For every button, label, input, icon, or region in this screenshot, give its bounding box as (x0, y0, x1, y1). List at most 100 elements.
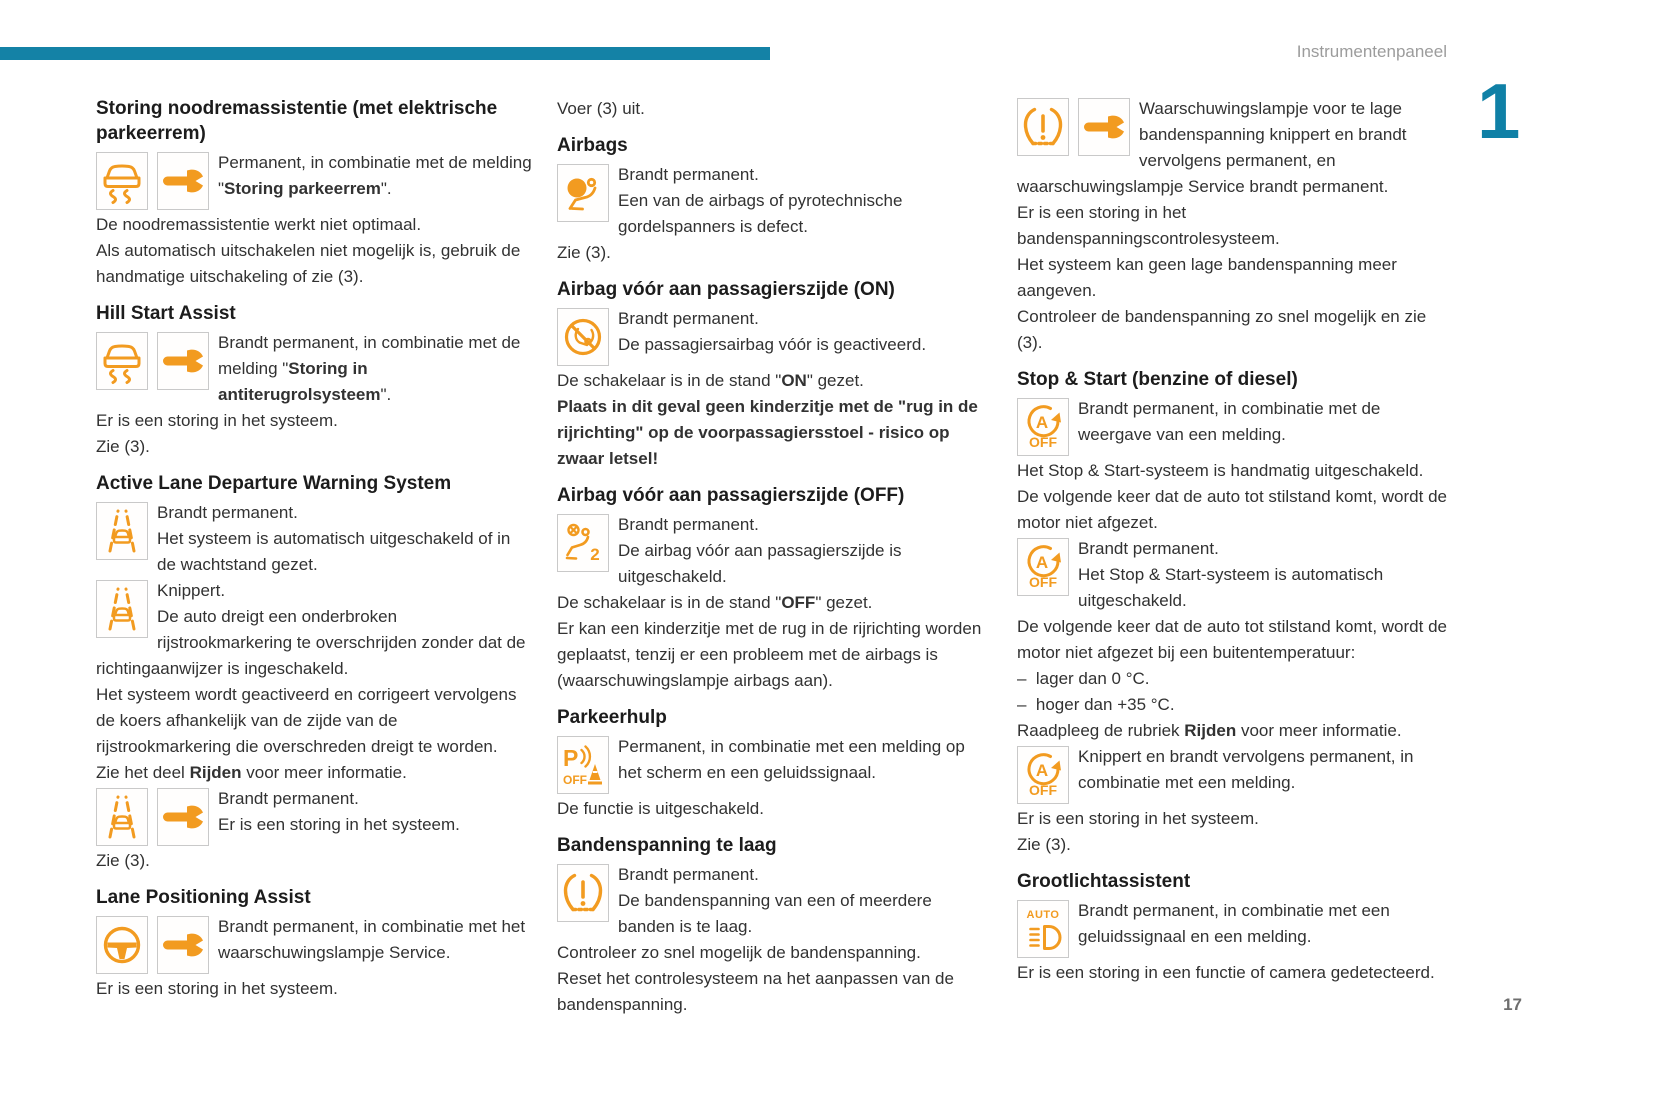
body-text: Brandt permanent, in combinatie met een … (1017, 898, 1453, 950)
text-segment: Er kan een kinderzitje met de rug in de … (557, 619, 982, 690)
body-text: Er is een storing in het bandenspannings… (1017, 200, 1453, 252)
body-text: Het systeem kan geen lage bandenspanning… (1017, 252, 1453, 304)
body-text: Plaats in dit geval geen kinderzitje met… (557, 394, 993, 472)
body-paragraph-block: De functie is uitgeschakeld. (557, 796, 993, 822)
emphasized-text: Storing in antiterugrolsysteem (218, 359, 381, 404)
stop-start-off-icon: A OFF (1017, 538, 1069, 596)
body-text: Zie (3). (96, 434, 532, 460)
section-heading: Active Lane Departure Warning System (96, 473, 452, 494)
section-heading: Hill Start Assist (96, 303, 236, 324)
chapter-number: 1 (1477, 67, 1521, 155)
warning-light-entry: Brandt permanent. De bandenspanning van e… (557, 862, 993, 940)
body-paragraph-block: Er is een storing in het systeem. (1017, 806, 1453, 832)
warning-light-entry: Brandt permanent. Er is een storing in he… (96, 786, 532, 846)
body-paragraph-block: – lager dan 0 °C. (1017, 666, 1453, 692)
body-paragraph-block: Plaats in dit geval geen kinderzitje met… (557, 394, 993, 472)
body-text: Waarschuwingslampje voor te lage bandens… (1017, 96, 1453, 200)
text-segment: voor meer informatie. (241, 763, 407, 782)
chapter-accent-bar (0, 47, 770, 60)
text-segment: Brandt permanent, in combinatie met de w… (1078, 399, 1381, 444)
text-segment: Brandt permanent. (1078, 539, 1219, 558)
warning-light-entry: Brandt permanent, in combinatie met de m… (96, 330, 532, 408)
body-text: De airbag vóór aan passagierszijde is ui… (557, 538, 993, 590)
warning-light-entry: Brandt permanent. Een van de airbags of p… (557, 162, 993, 240)
section-heading: Airbags (557, 135, 628, 156)
airbag-on-icon (557, 308, 609, 366)
body-text: Brandt permanent, in combinatie met de m… (96, 330, 532, 408)
text-segment: Zie (3). (1017, 835, 1071, 854)
text-segment: Brandt permanent. (157, 503, 298, 522)
lane-departure-icon (96, 788, 148, 846)
svg-text:A: A (1036, 413, 1048, 432)
svg-text:P: P (563, 745, 578, 771)
svg-text:OFF: OFF (1029, 574, 1057, 590)
body-text: De schakelaar is in de stand "OFF" gezet… (557, 590, 993, 616)
body-text: Controleer de bandenspanning zo snel mog… (1017, 304, 1453, 356)
text-segment: Controleer zo snel mogelijk de bandenspa… (557, 943, 921, 962)
emphasized-text: Storing parkeerrem (224, 179, 381, 198)
text-segment: Zie het deel (96, 763, 190, 782)
warning-light-entry: A OFF Brandt permanent, in combinatie met … (1017, 396, 1453, 456)
warning-light-entry: Brandt permanent. Het systeem is automati… (96, 500, 532, 578)
body-paragraph-block: Het systeem wordt geactiveerd en corrige… (96, 682, 532, 760)
warning-light-entry: 2 Brandt permanent. De airbag vóór aan pas… (557, 512, 993, 590)
text-segment: Er is een storing in het bandenspannings… (1017, 203, 1280, 248)
warning-light-entry: P OFF Permanent, in combinatie met een mel… (557, 734, 993, 794)
section-heading: Lane Positioning Assist (96, 887, 311, 908)
text-segment: Controleer de bandenspanning zo snel mog… (1017, 307, 1427, 352)
body-text: Brandt permanent. (96, 500, 532, 526)
body-text: Brandt permanent. (557, 162, 993, 188)
text-segment: De auto dreigt een onderbroken rijstrook… (96, 607, 526, 678)
text-segment: De schakelaar is in de stand " (557, 593, 782, 612)
text-column-1: Storing noodremassistentie (met elektris… (96, 96, 532, 1002)
tire-pressure-icon (1017, 98, 1069, 156)
lane-departure-icon (96, 580, 148, 638)
body-paragraph-block: Reset het controlesysteem na het aanpass… (557, 966, 993, 1018)
text-segment: De noodremassistentie werkt niet optimaa… (96, 215, 422, 234)
text-segment: Als automatisch uitschakelen niet mogeli… (96, 241, 521, 286)
text-segment: Zie (3). (557, 243, 611, 262)
body-text: Het Stop & Start-systeem is handmatig ui… (1017, 458, 1453, 484)
body-paragraph-block: Als automatisch uitschakelen niet mogeli… (96, 238, 532, 290)
body-text: Als automatisch uitschakelen niet mogeli… (96, 238, 532, 290)
text-segment: Permanent, in combinatie met de melding … (218, 153, 532, 198)
body-paragraph-block: Het systeem kan geen lage bandenspanning… (1017, 252, 1453, 304)
text-segment: Brandt permanent, in combinatie met de m… (218, 333, 521, 378)
text-segment: Brandt permanent. (618, 165, 759, 184)
text-segment: Brandt permanent. (218, 789, 359, 808)
stop-start-off-icon: A OFF (1017, 398, 1069, 456)
text-segment: Een van de airbags of pyrotechnische gor… (618, 191, 903, 236)
body-text: Zie (3). (1017, 832, 1453, 858)
body-paragraph-block: Er is een storing in het systeem. (96, 408, 532, 434)
body-paragraph-block: De schakelaar is in de stand "ON" gezet. (557, 368, 993, 394)
lane-departure-icon (96, 502, 148, 560)
body-text: De schakelaar is in de stand "ON" gezet. (557, 368, 993, 394)
body-text: Raadpleeg de rubriek Rijden voor meer in… (1017, 718, 1453, 744)
body-paragraph-block: Er is een storing in het bandenspannings… (1017, 200, 1453, 252)
service-wrench-icon (157, 916, 209, 974)
body-text: Er kan een kinderzitje met de rug in de … (557, 616, 993, 694)
body-text: De bandenspanning van een of meerdere ba… (557, 888, 993, 940)
body-text: Permanent, in combinatie met een melding… (557, 734, 993, 786)
section-heading: Bandenspanning te laag (557, 835, 777, 856)
body-paragraph-block: Er is een storing in het systeem. (96, 976, 532, 1002)
text-segment: Er is een storing in het systeem. (1017, 809, 1259, 828)
text-segment: Reset het controlesysteem na het aanpass… (557, 969, 954, 1014)
body-text: Zie het deel Rijden voor meer informatie… (96, 760, 532, 786)
text-segment: Knippert en brandt vervolgens permanent,… (1078, 747, 1414, 792)
body-paragraph-block: Het Stop & Start-systeem is handmatig ui… (1017, 458, 1453, 484)
text-segment: – hoger dan +35 °C. (1017, 695, 1175, 714)
text-segment: Voer (3) uit. (557, 99, 645, 118)
section-heading: Parkeerhulp (557, 707, 667, 728)
body-text: Brandt permanent. (96, 786, 532, 812)
body-text: De noodremassistentie werkt niet optimaa… (96, 212, 532, 238)
text-segment: ". (380, 385, 392, 404)
service-wrench-icon (157, 788, 209, 846)
service-wrench-icon (157, 332, 209, 390)
car-skid-warning-icon (96, 152, 148, 210)
body-text: Er is een storing in het systeem. (96, 408, 532, 434)
text-segment: De schakelaar is in de stand " (557, 371, 782, 390)
text-segment: Er is een storing in een functie of came… (1017, 963, 1435, 982)
text-segment: – lager dan 0 °C. (1017, 669, 1150, 688)
svg-text:OFF: OFF (563, 773, 587, 787)
